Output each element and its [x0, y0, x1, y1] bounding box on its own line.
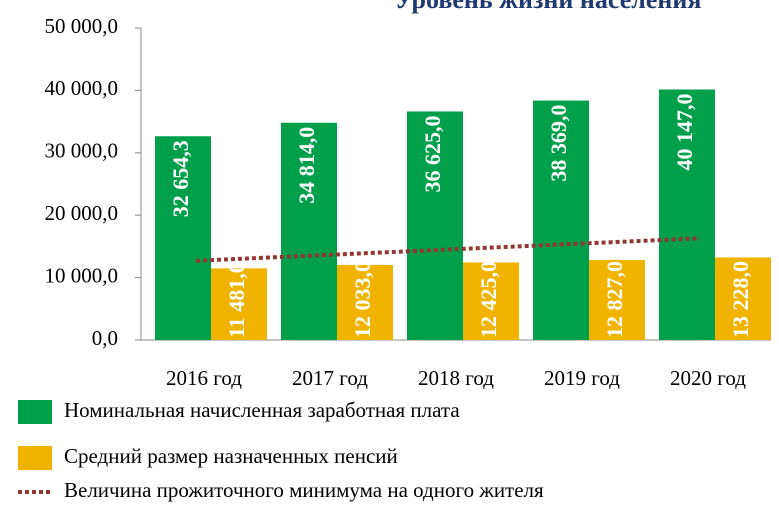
y-tick-label: 40 000,0	[45, 76, 119, 100]
bar	[407, 111, 463, 341]
bar	[659, 89, 715, 340]
data-label: 38 369,0	[546, 105, 571, 182]
x-tick-label: 2016 год	[166, 366, 242, 390]
bar	[463, 262, 519, 340]
y-tick-label: 20 000,0	[45, 201, 119, 225]
bar	[281, 122, 337, 340]
bar	[211, 268, 267, 340]
y-tick-label: 0,0	[92, 326, 118, 350]
y-tick-label: 10 000,0	[45, 263, 119, 287]
legend-swatch	[18, 400, 52, 424]
x-tick-label: 2018 год	[418, 366, 494, 390]
x-tick-label: 2017 год	[292, 366, 368, 390]
data-label: 32 654,3	[168, 140, 193, 217]
legend-swatch	[18, 446, 52, 470]
data-label: 34 814,0	[294, 127, 319, 204]
data-label: 12 827,0	[602, 261, 627, 338]
legend-label: Номинальная начисленная заработная плата	[64, 398, 460, 422]
x-tick-label: 2020 год	[670, 366, 746, 390]
bar	[155, 136, 211, 340]
x-tick-label: 2019 год	[544, 366, 620, 390]
line-series	[195, 236, 701, 263]
y-tick-label: 30 000,0	[45, 139, 119, 163]
bar	[715, 257, 771, 340]
data-label: 36 625,0	[420, 115, 445, 192]
data-label: 12 425,0	[476, 261, 501, 338]
bar	[589, 259, 645, 340]
data-label: 12 033,0	[350, 261, 375, 338]
legend-label: Средний размер назначенных пенсий	[64, 444, 398, 468]
data-label: 11 481,0	[224, 262, 249, 338]
bar	[533, 100, 589, 340]
y-tick-label: 50 000,0	[45, 14, 119, 38]
data-label: 13 228,0	[728, 261, 753, 338]
legend-label: Величина прожиточного минимума на одного…	[64, 478, 544, 502]
bar	[337, 264, 393, 340]
data-label: 40 147,0	[672, 93, 697, 170]
chart-title: Уровень жизни населения	[395, 0, 702, 14]
